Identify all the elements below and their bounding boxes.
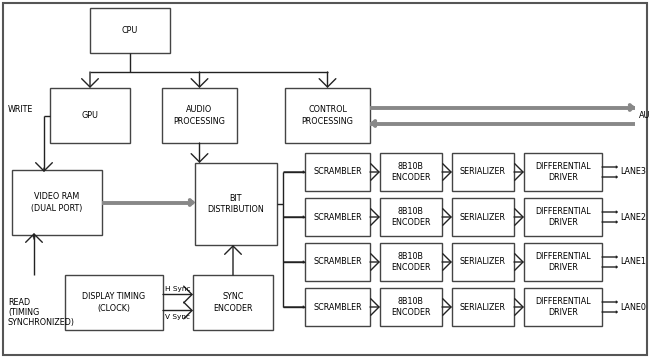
Text: WRITE: WRITE <box>8 105 33 114</box>
Text: 8B10B
ENCODER: 8B10B ENCODER <box>391 296 431 318</box>
Text: SCRAMBLER: SCRAMBLER <box>313 257 362 266</box>
Text: READ
(TIMING
SYNCHRONIZED): READ (TIMING SYNCHRONIZED) <box>8 297 75 328</box>
Bar <box>380 243 442 281</box>
Bar <box>524 288 602 326</box>
Text: DIFFERENTIAL
DRIVER: DIFFERENTIAL DRIVER <box>535 296 591 318</box>
Bar <box>452 153 514 191</box>
Bar <box>524 153 602 191</box>
Bar <box>524 243 602 281</box>
Text: DISPLAY TIMING
(CLOCK): DISPLAY TIMING (CLOCK) <box>83 292 146 313</box>
Bar <box>12 170 102 235</box>
Bar <box>162 88 237 143</box>
Text: VIDEO RAM
(DUAL PORT): VIDEO RAM (DUAL PORT) <box>31 192 83 213</box>
Text: BIT
DISTRIBUTION: BIT DISTRIBUTION <box>207 194 265 214</box>
Bar <box>452 198 514 236</box>
Text: CONTROL
PROCESSING: CONTROL PROCESSING <box>302 105 354 126</box>
Bar <box>305 288 370 326</box>
Text: LANE1: LANE1 <box>620 257 646 266</box>
Bar <box>305 153 370 191</box>
Bar <box>285 88 370 143</box>
Text: H Sync: H Sync <box>165 285 190 291</box>
Text: LANE3: LANE3 <box>620 168 646 176</box>
Bar <box>452 288 514 326</box>
Text: SERIALIZER: SERIALIZER <box>460 168 506 176</box>
Text: SCRAMBLER: SCRAMBLER <box>313 303 362 311</box>
Text: SYNC
ENCODER: SYNC ENCODER <box>213 292 253 313</box>
Text: SERIALIZER: SERIALIZER <box>460 303 506 311</box>
Bar <box>90 8 170 53</box>
Bar <box>65 275 163 330</box>
Text: LANE2: LANE2 <box>620 213 646 222</box>
Text: 8B10B
ENCODER: 8B10B ENCODER <box>391 207 431 227</box>
Bar <box>524 198 602 236</box>
Bar <box>305 198 370 236</box>
Bar <box>193 275 273 330</box>
Bar <box>380 153 442 191</box>
Text: V Sync: V Sync <box>165 314 190 319</box>
Bar <box>380 288 442 326</box>
Bar <box>305 243 370 281</box>
Text: CPU: CPU <box>122 26 138 35</box>
Bar <box>452 243 514 281</box>
Text: DIFFERENTIAL
DRIVER: DIFFERENTIAL DRIVER <box>535 252 591 272</box>
Text: SCRAMBLER: SCRAMBLER <box>313 168 362 176</box>
Text: AUDIO
PROCESSING: AUDIO PROCESSING <box>174 105 226 126</box>
Text: 8B10B
ENCODER: 8B10B ENCODER <box>391 161 431 182</box>
Text: SERIALIZER: SERIALIZER <box>460 213 506 222</box>
Text: LANE0: LANE0 <box>620 303 646 311</box>
Text: SCRAMBLER: SCRAMBLER <box>313 213 362 222</box>
Text: GPU: GPU <box>81 111 99 120</box>
Text: DIFFERENTIAL
DRIVER: DIFFERENTIAL DRIVER <box>535 207 591 227</box>
Text: SERIALIZER: SERIALIZER <box>460 257 506 266</box>
Bar <box>195 163 277 245</box>
Text: 8B10B
ENCODER: 8B10B ENCODER <box>391 252 431 272</box>
Text: DIFFERENTIAL
DRIVER: DIFFERENTIAL DRIVER <box>535 161 591 182</box>
Text: AUX: AUX <box>639 111 650 120</box>
Bar <box>50 88 130 143</box>
Bar <box>380 198 442 236</box>
